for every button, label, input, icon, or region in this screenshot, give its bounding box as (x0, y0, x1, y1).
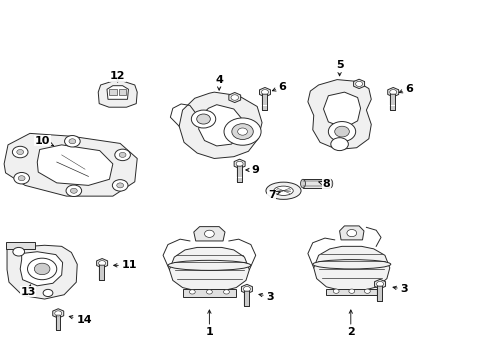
Bar (303, 179, 330, 188)
Bar (244, 290, 248, 306)
Text: 7: 7 (267, 190, 280, 200)
Circle shape (43, 289, 53, 297)
Polygon shape (198, 105, 243, 146)
Polygon shape (323, 92, 360, 128)
Text: 6: 6 (272, 82, 286, 92)
Circle shape (261, 90, 268, 95)
Circle shape (355, 81, 362, 86)
Polygon shape (234, 159, 244, 168)
Circle shape (14, 172, 29, 184)
Polygon shape (259, 87, 270, 97)
Circle shape (376, 282, 383, 287)
Bar (326, 289, 376, 296)
Polygon shape (307, 80, 370, 149)
Polygon shape (107, 86, 128, 99)
Bar (99, 264, 103, 280)
Polygon shape (193, 226, 224, 241)
Circle shape (330, 138, 347, 150)
Bar (236, 165, 241, 182)
Polygon shape (228, 93, 240, 103)
Circle shape (34, 263, 50, 275)
Text: 12: 12 (110, 71, 125, 82)
Text: 3: 3 (392, 284, 407, 294)
Ellipse shape (312, 260, 390, 269)
Polygon shape (98, 81, 137, 107)
Text: 4: 4 (215, 75, 223, 90)
Circle shape (346, 229, 356, 237)
Circle shape (66, 185, 81, 197)
Text: 6: 6 (398, 84, 412, 94)
Circle shape (332, 289, 338, 293)
Circle shape (204, 230, 214, 237)
Circle shape (69, 139, 76, 144)
Circle shape (117, 183, 123, 188)
Circle shape (17, 149, 23, 154)
Polygon shape (20, 252, 62, 286)
Text: 9: 9 (245, 165, 259, 175)
Circle shape (112, 180, 128, 191)
Bar (389, 93, 394, 110)
Polygon shape (97, 258, 107, 268)
Ellipse shape (167, 260, 250, 270)
Text: 3: 3 (259, 292, 273, 302)
Bar (56, 314, 60, 330)
Polygon shape (53, 309, 63, 318)
Circle shape (27, 258, 57, 280)
Polygon shape (37, 145, 113, 185)
Ellipse shape (273, 186, 293, 195)
Circle shape (189, 290, 195, 294)
Circle shape (236, 161, 243, 166)
Text: 11: 11 (114, 260, 137, 270)
Text: 5: 5 (335, 60, 343, 76)
Polygon shape (374, 279, 385, 289)
Text: 8: 8 (318, 179, 329, 189)
Polygon shape (241, 284, 252, 294)
Circle shape (224, 118, 261, 145)
Circle shape (348, 289, 354, 293)
Ellipse shape (265, 182, 301, 199)
Circle shape (55, 311, 61, 316)
Circle shape (196, 114, 210, 124)
Ellipse shape (327, 179, 332, 188)
Text: 14: 14 (69, 315, 92, 325)
Bar (119, 89, 126, 95)
Bar (376, 285, 381, 301)
Bar (182, 289, 236, 297)
Polygon shape (387, 87, 398, 97)
Bar (109, 89, 117, 95)
Circle shape (64, 135, 80, 147)
Circle shape (119, 152, 126, 157)
Bar (5, 242, 35, 249)
Bar (262, 93, 266, 110)
Polygon shape (169, 247, 249, 291)
Circle shape (231, 124, 253, 139)
Polygon shape (179, 92, 262, 158)
Circle shape (12, 146, 28, 158)
Text: 13: 13 (20, 285, 36, 297)
Circle shape (70, 188, 77, 193)
Text: 2: 2 (346, 310, 354, 337)
Text: 1: 1 (205, 310, 213, 337)
Circle shape (334, 126, 348, 137)
Circle shape (237, 128, 247, 135)
Polygon shape (7, 244, 77, 299)
Polygon shape (313, 246, 389, 290)
Circle shape (328, 122, 355, 141)
Circle shape (18, 176, 25, 181)
Circle shape (206, 290, 212, 294)
Text: 10: 10 (35, 136, 54, 146)
Circle shape (223, 290, 229, 294)
Polygon shape (4, 134, 137, 196)
Circle shape (243, 287, 250, 292)
Polygon shape (339, 226, 363, 240)
Polygon shape (353, 79, 364, 89)
Circle shape (99, 261, 105, 266)
Circle shape (191, 110, 215, 128)
Ellipse shape (300, 179, 305, 188)
Circle shape (389, 90, 396, 95)
Circle shape (13, 247, 24, 256)
Circle shape (115, 149, 130, 161)
Circle shape (230, 95, 238, 100)
Circle shape (364, 289, 369, 293)
